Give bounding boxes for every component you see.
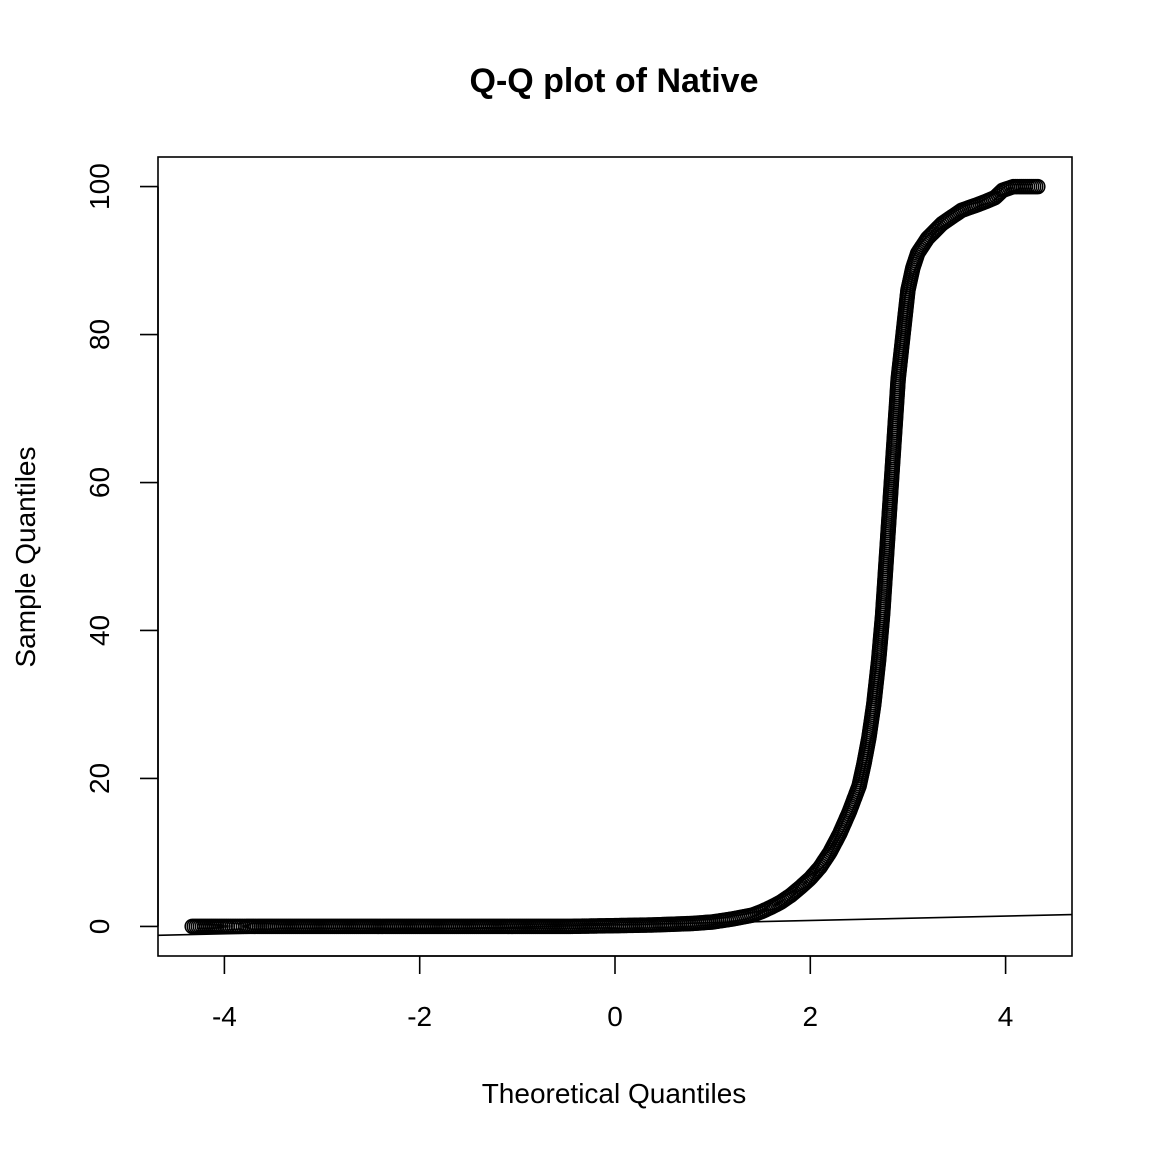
chart-title: Q-Q plot of Native [470, 62, 759, 100]
y-axis-label: Sample Quantiles [10, 446, 41, 667]
y-tick-label: 0 [84, 919, 115, 935]
x-tick-label: -4 [212, 1001, 237, 1032]
y-tick-label: 20 [84, 763, 115, 794]
y-axis: 0 20 40 60 80 100 [84, 163, 159, 935]
plot-frame [157, 156, 1073, 957]
x-tick-label: -2 [407, 1001, 432, 1032]
points-group [184, 178, 1046, 935]
data-point [1030, 178, 1046, 195]
y-tick-label: 80 [84, 319, 115, 350]
x-tick-label: 0 [607, 1001, 623, 1032]
x-tick-label: 4 [998, 1001, 1014, 1032]
x-axis-label: Theoretical Quantiles [482, 1078, 747, 1109]
y-tick-label: 40 [84, 615, 115, 646]
x-tick-label: 2 [803, 1001, 819, 1032]
y-tick-label: 60 [84, 467, 115, 498]
x-axis: -4 -2 0 2 4 [212, 955, 1014, 1032]
y-tick-label: 100 [84, 163, 115, 210]
